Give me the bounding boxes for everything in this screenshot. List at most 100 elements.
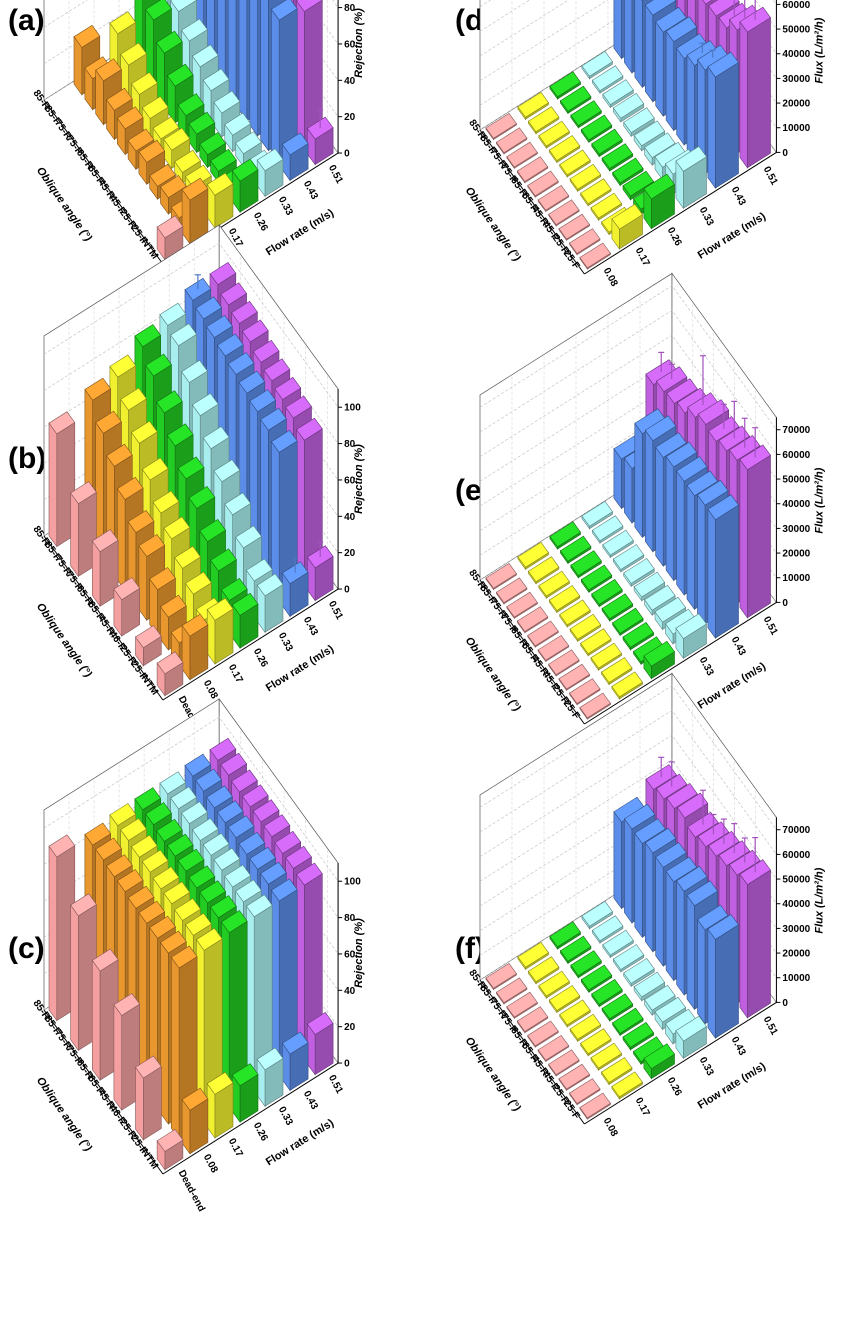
bar-0.08-NTM bbox=[181, 613, 209, 681]
bar-front bbox=[634, 422, 643, 539]
bar-top bbox=[120, 817, 147, 841]
bar-0.33-65-R bbox=[623, 107, 655, 138]
bar-top bbox=[227, 815, 255, 839]
bar-front bbox=[686, 54, 695, 161]
bar-top bbox=[95, 410, 122, 434]
bar-0.17-25-R bbox=[601, 1057, 633, 1086]
bar-0.26-45-F bbox=[622, 1021, 655, 1051]
bar-top bbox=[156, 818, 183, 842]
bar-0.17-NTM bbox=[206, 1071, 234, 1139]
bar-top bbox=[527, 956, 560, 983]
bar-0.17-45-R bbox=[580, 1028, 612, 1057]
bar-top bbox=[665, 441, 698, 468]
bars bbox=[485, 0, 771, 271]
bar-0.26-85-F bbox=[559, 935, 592, 965]
bar-top bbox=[149, 915, 176, 939]
bar-0.08-45-F bbox=[558, 1063, 591, 1092]
z-tick-label: 60 bbox=[344, 39, 356, 50]
bar-0.33-65-R bbox=[623, 957, 655, 988]
bar-top bbox=[612, 544, 645, 570]
bar-top bbox=[252, 799, 280, 823]
bar-top bbox=[95, 58, 122, 82]
bar-0.08-65-R bbox=[527, 170, 559, 199]
bar-top bbox=[210, 895, 237, 919]
bar-Dead-end-65-R bbox=[91, 948, 119, 1082]
flow-tick-label: 0.17 bbox=[226, 663, 245, 686]
bar-top bbox=[579, 692, 611, 719]
bar-top bbox=[166, 423, 194, 447]
oblique-axis-title: Oblique angle (°) bbox=[34, 601, 94, 680]
bar-top bbox=[570, 550, 602, 577]
bar-top bbox=[145, 802, 172, 826]
bar-Dead-end-45-R bbox=[113, 577, 141, 638]
bar-top bbox=[590, 192, 623, 219]
bar-top bbox=[109, 354, 137, 378]
bar-top bbox=[559, 999, 591, 1026]
bar-side bbox=[143, 1066, 162, 1141]
bar-top bbox=[559, 149, 591, 176]
bar-top bbox=[569, 1078, 601, 1104]
bar-top bbox=[210, 148, 237, 172]
bar-top bbox=[120, 387, 147, 411]
bar-top bbox=[611, 203, 643, 230]
flow-tick-label: 0.33 bbox=[697, 1055, 716, 1078]
bar-top bbox=[106, 443, 133, 467]
bar-0.26-65-R bbox=[591, 978, 623, 1008]
bar-top bbox=[134, 324, 162, 348]
bar-top bbox=[163, 127, 191, 151]
bar-front bbox=[655, 856, 664, 968]
bar-top bbox=[181, 359, 208, 383]
bar-top bbox=[210, 548, 237, 572]
bar-top bbox=[263, 358, 291, 382]
bar-0.08-NTM bbox=[181, 1087, 209, 1155]
bar-top bbox=[95, 837, 122, 861]
bar-0.17-25-F bbox=[611, 1071, 643, 1100]
z-axis: 0 20 40 60 80 100 Rejection (%) bbox=[337, 389, 365, 596]
bar-top bbox=[238, 370, 266, 394]
bar-top bbox=[702, 0, 713, 5]
bar-top bbox=[559, 935, 592, 962]
bar-0.26-45-R bbox=[612, 157, 644, 187]
bar-top bbox=[538, 570, 570, 597]
bar-front bbox=[676, 879, 685, 996]
bar-top bbox=[166, 63, 194, 87]
bar-top bbox=[579, 242, 611, 269]
bar-0.17-65-F bbox=[569, 1013, 602, 1043]
bar-top bbox=[602, 529, 634, 556]
bar-top bbox=[506, 141, 538, 168]
bar-top bbox=[224, 112, 252, 136]
bar-top bbox=[601, 143, 634, 169]
bar-0.08-75-R bbox=[506, 591, 538, 620]
z-axis-title: Flux (L/m²/h) bbox=[813, 17, 825, 83]
bar-top bbox=[517, 91, 549, 118]
bar-front bbox=[739, 20, 748, 169]
bar-Dead-end-NTM bbox=[156, 651, 184, 697]
bar-top bbox=[623, 107, 655, 134]
bar-0.51-25-F bbox=[739, 836, 771, 1019]
bar-front bbox=[707, 65, 716, 190]
bar-top bbox=[537, 634, 570, 661]
bar-top bbox=[270, 878, 298, 902]
bar-top bbox=[249, 846, 277, 870]
z-tick-label: 10000 bbox=[782, 573, 810, 584]
bar-top bbox=[185, 912, 212, 936]
bar-side bbox=[715, 61, 739, 189]
bar-0.33-NTM bbox=[256, 1047, 284, 1108]
bar-top bbox=[252, 339, 280, 363]
bar-top bbox=[160, 175, 187, 199]
bar-front bbox=[249, 0, 258, 137]
bar-0.33-75-R bbox=[602, 79, 634, 109]
bar-top bbox=[206, 597, 234, 621]
panel-label: (b) bbox=[8, 442, 46, 475]
flow-tick-label: 0.17 bbox=[226, 1137, 245, 1160]
bar-top bbox=[159, 771, 187, 795]
bar-0.08-25-F bbox=[579, 242, 611, 271]
flow-tick-label: 0.33 bbox=[276, 1105, 295, 1128]
bar-top bbox=[238, 831, 266, 855]
bar-top bbox=[548, 1049, 580, 1076]
z-tick-label: 60 bbox=[344, 475, 356, 486]
bar-top bbox=[527, 556, 560, 583]
oblique-axis-line bbox=[43, 1009, 164, 1175]
bar-0.26-NTM bbox=[231, 158, 259, 214]
